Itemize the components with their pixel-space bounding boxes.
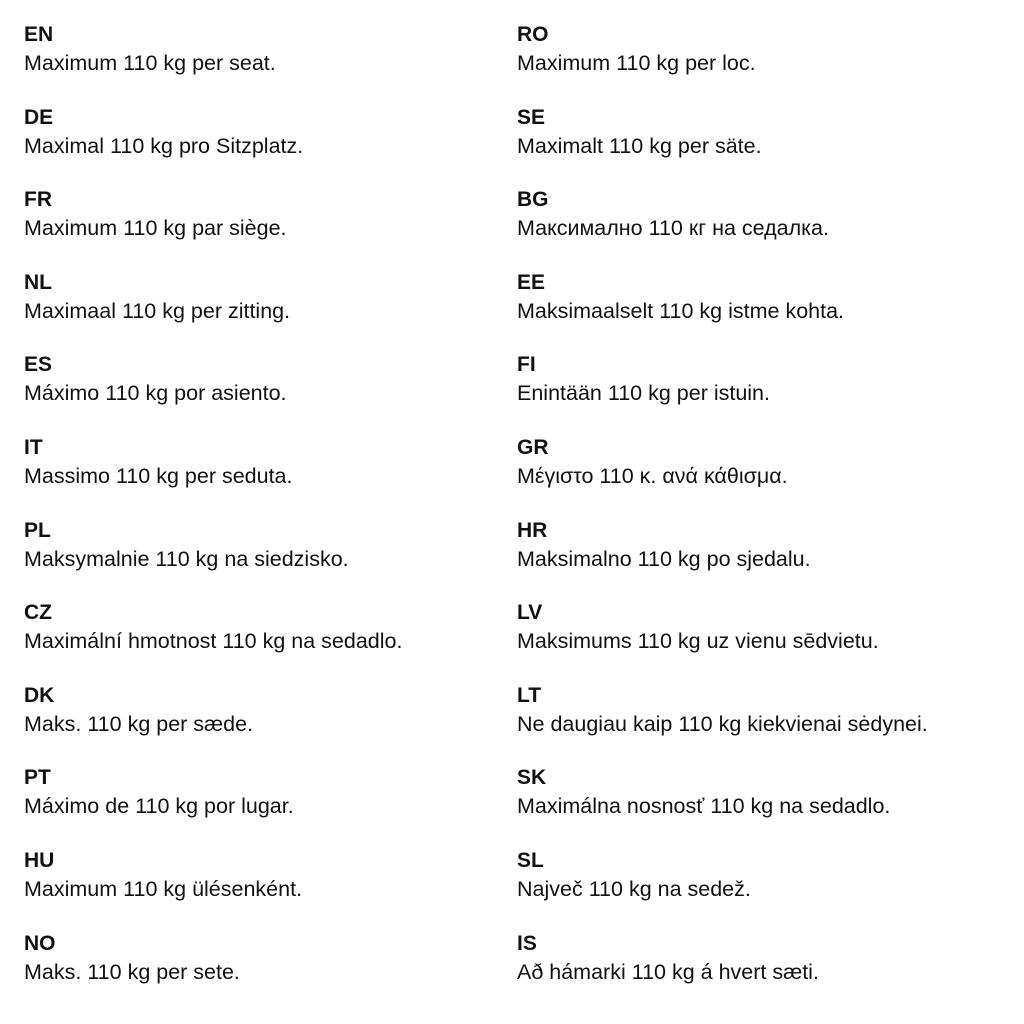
weight-limit-text: Maximum 110 kg per loc. bbox=[517, 51, 756, 75]
language-entry: NL Maximaal 110 kg per zitting. bbox=[24, 270, 514, 353]
language-code: FI bbox=[517, 353, 536, 377]
language-code: SL bbox=[517, 848, 544, 872]
weight-limit-text: Ne daugiau kaip 110 kg kiekvienai sėdyne… bbox=[517, 711, 928, 736]
weight-limit-text: Máximo de 110 kg por lugar. bbox=[24, 794, 294, 819]
language-code: EN bbox=[24, 23, 54, 46]
language-entry: HR Maksimalno 110 kg po sjedalu. bbox=[517, 518, 1007, 601]
language-code: RO bbox=[517, 23, 549, 46]
language-code: PT bbox=[24, 766, 51, 790]
language-entry: FR Maximum 110 kg par siège. bbox=[24, 187, 514, 270]
language-code: LT bbox=[517, 683, 542, 707]
language-entry: LV Maksimums 110 kg uz vienu sēdvietu. bbox=[517, 600, 1007, 683]
language-code: LV bbox=[517, 601, 543, 625]
language-code: DK bbox=[24, 683, 55, 707]
weight-limit-text: Maximaal 110 kg per zitting. bbox=[24, 298, 291, 323]
language-code: FR bbox=[24, 188, 52, 212]
weight-limit-text: Maximum 110 kg ülésenként. bbox=[24, 876, 303, 901]
right-column: RO Maximum 110 kg per loc. SE Maximalt 110 … bbox=[517, 22, 1007, 1013]
language-entry: IS Að hámarki 110 kg á hvert sæti. bbox=[517, 931, 1007, 1014]
language-code: HR bbox=[517, 518, 548, 542]
language-code: DE bbox=[24, 105, 54, 129]
language-code: EE bbox=[517, 270, 546, 294]
language-code: ES bbox=[24, 353, 53, 377]
language-entry: HU Maximum 110 kg ülésenként. bbox=[24, 848, 514, 931]
language-code: NL bbox=[24, 270, 52, 294]
language-entry: DK Maks. 110 kg per sæde. bbox=[24, 683, 514, 766]
language-entry: SL Največ 110 kg na sedež. bbox=[517, 848, 1007, 931]
weight-limit-text: Maximalt 110 kg per säte. bbox=[517, 133, 762, 158]
language-code: HU bbox=[24, 848, 55, 872]
language-entry: NO Maks. 110 kg per sete. bbox=[24, 931, 514, 1014]
weight-limit-text: Максимално 110 кг на седалка. bbox=[517, 216, 829, 241]
weight-limit-text: Maksimalno 110 kg po sjedalu. bbox=[517, 546, 811, 571]
language-entry: GR Μέγιστο 110 κ. ανά κάθισμα. bbox=[517, 435, 1007, 518]
language-entry: EN Maximum 110 kg per seat. bbox=[24, 22, 514, 105]
language-code: PL bbox=[24, 518, 51, 542]
language-entry: IT Massimo 110 kg per seduta. bbox=[24, 435, 514, 518]
language-entry: PL Maksymalnie 110 kg na siedzisko. bbox=[24, 518, 514, 601]
weight-limit-text: Maks. 110 kg per sæde. bbox=[24, 711, 254, 736]
weight-limit-text: Maks. 110 kg per sete. bbox=[24, 959, 240, 984]
language-entry: DE Maximal 110 kg pro Sitzplatz. bbox=[24, 105, 514, 188]
language-code: NO bbox=[24, 931, 56, 955]
weight-limit-text: Að hámarki 110 kg á hvert sæti. bbox=[517, 959, 819, 984]
weight-limit-text: Maximálna nosnosť 110 kg na sedadlo. bbox=[517, 794, 891, 819]
weight-limit-text: Μέγιστο 110 κ. ανά κάθισμα. bbox=[517, 463, 788, 488]
language-entry: BG Максимално 110 кг на седалка. bbox=[517, 187, 1007, 270]
weight-limit-text: Največ 110 kg na sedež. bbox=[517, 876, 751, 901]
weight-limit-text: Maximal 110 kg pro Sitzplatz. bbox=[24, 133, 304, 158]
left-column: EN Maximum 110 kg per seat. DE Maximal 110 … bbox=[24, 22, 514, 1013]
weight-limit-text: Maximum 110 kg per seat. bbox=[24, 51, 276, 75]
weight-limit-text: Massimo 110 kg per seduta. bbox=[24, 463, 293, 488]
language-entry: ES Máximo 110 kg por asiento. bbox=[24, 352, 514, 435]
weight-limit-text: Máximo 110 kg por asiento. bbox=[24, 381, 287, 406]
language-code: SK bbox=[517, 766, 547, 790]
language-code: BG bbox=[517, 188, 549, 212]
language-code: IT bbox=[24, 435, 43, 459]
language-code: IS bbox=[517, 931, 537, 955]
language-code: GR bbox=[517, 435, 549, 459]
weight-limit-text: Maksimums 110 kg uz vienu sēdvietu. bbox=[517, 629, 879, 654]
weight-limit-text: Maksimaalselt 110 kg istme kohta. bbox=[517, 298, 845, 323]
language-entry: SE Maximalt 110 kg per säte. bbox=[517, 105, 1007, 188]
language-entry: PT Máximo de 110 kg por lugar. bbox=[24, 765, 514, 848]
language-entry: CZ Maximální hmotnost 110 kg na sedadlo. bbox=[24, 600, 514, 683]
language-entry: RO Maximum 110 kg per loc. bbox=[517, 22, 1007, 105]
language-code: SE bbox=[517, 105, 546, 129]
language-entry: EE Maksimaalselt 110 kg istme kohta. bbox=[517, 270, 1007, 353]
weight-limit-text: Maximální hmotnost 110 kg na sedadlo. bbox=[24, 629, 403, 654]
language-entry: FI Enintään 110 kg per istuin. bbox=[517, 352, 1007, 435]
weight-limit-text: Maksymalnie 110 kg na siedzisko. bbox=[24, 546, 349, 571]
language-entry: LT Ne daugiau kaip 110 kg kiekvienai sėdy… bbox=[517, 683, 1007, 766]
weight-limit-text: Enintään 110 kg per istuin. bbox=[517, 381, 770, 406]
language-code: CZ bbox=[24, 601, 52, 625]
weight-limit-text: Maximum 110 kg par siège. bbox=[24, 216, 287, 241]
language-entry: SK Maximálna nosnosť 110 kg na sedadlo. bbox=[517, 765, 1007, 848]
